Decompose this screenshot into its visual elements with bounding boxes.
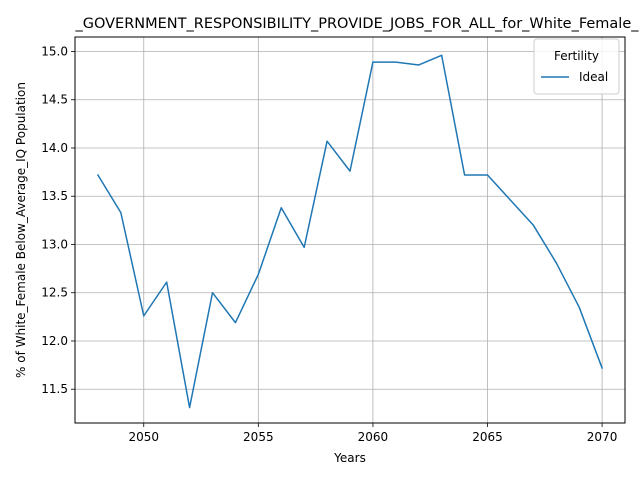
x-axis-label: Years	[333, 451, 366, 465]
y-tick-label: 15.0	[41, 44, 68, 58]
y-tick-label: 11.5	[41, 382, 68, 396]
x-tick-label: 2055	[243, 430, 274, 444]
legend-label-ideal: Ideal	[579, 70, 608, 84]
x-tick-label: 2060	[358, 430, 389, 444]
y-tick-label: 13.0	[41, 237, 68, 251]
x-tick-label: 2050	[128, 430, 159, 444]
legend-title: Fertility	[554, 49, 599, 63]
y-tick-label: 13.5	[41, 189, 68, 203]
y-tick-label: 14.0	[41, 141, 68, 155]
x-tick-label: 2065	[472, 430, 503, 444]
y-axis-label: % of White_Female Below_Average_IQ Popul…	[14, 82, 28, 378]
chart-title: _GOVERNMENT_RESPONSIBILITY_PROVIDE_JOBS_…	[74, 16, 639, 32]
y-tick-label: 12.0	[41, 334, 68, 348]
x-tick-label: 2070	[587, 430, 618, 444]
legend-box	[534, 39, 619, 94]
y-tick-label: 12.5	[41, 286, 68, 300]
y-tick-label: 14.5	[41, 93, 68, 107]
legend: Fertility Ideal	[534, 39, 619, 94]
